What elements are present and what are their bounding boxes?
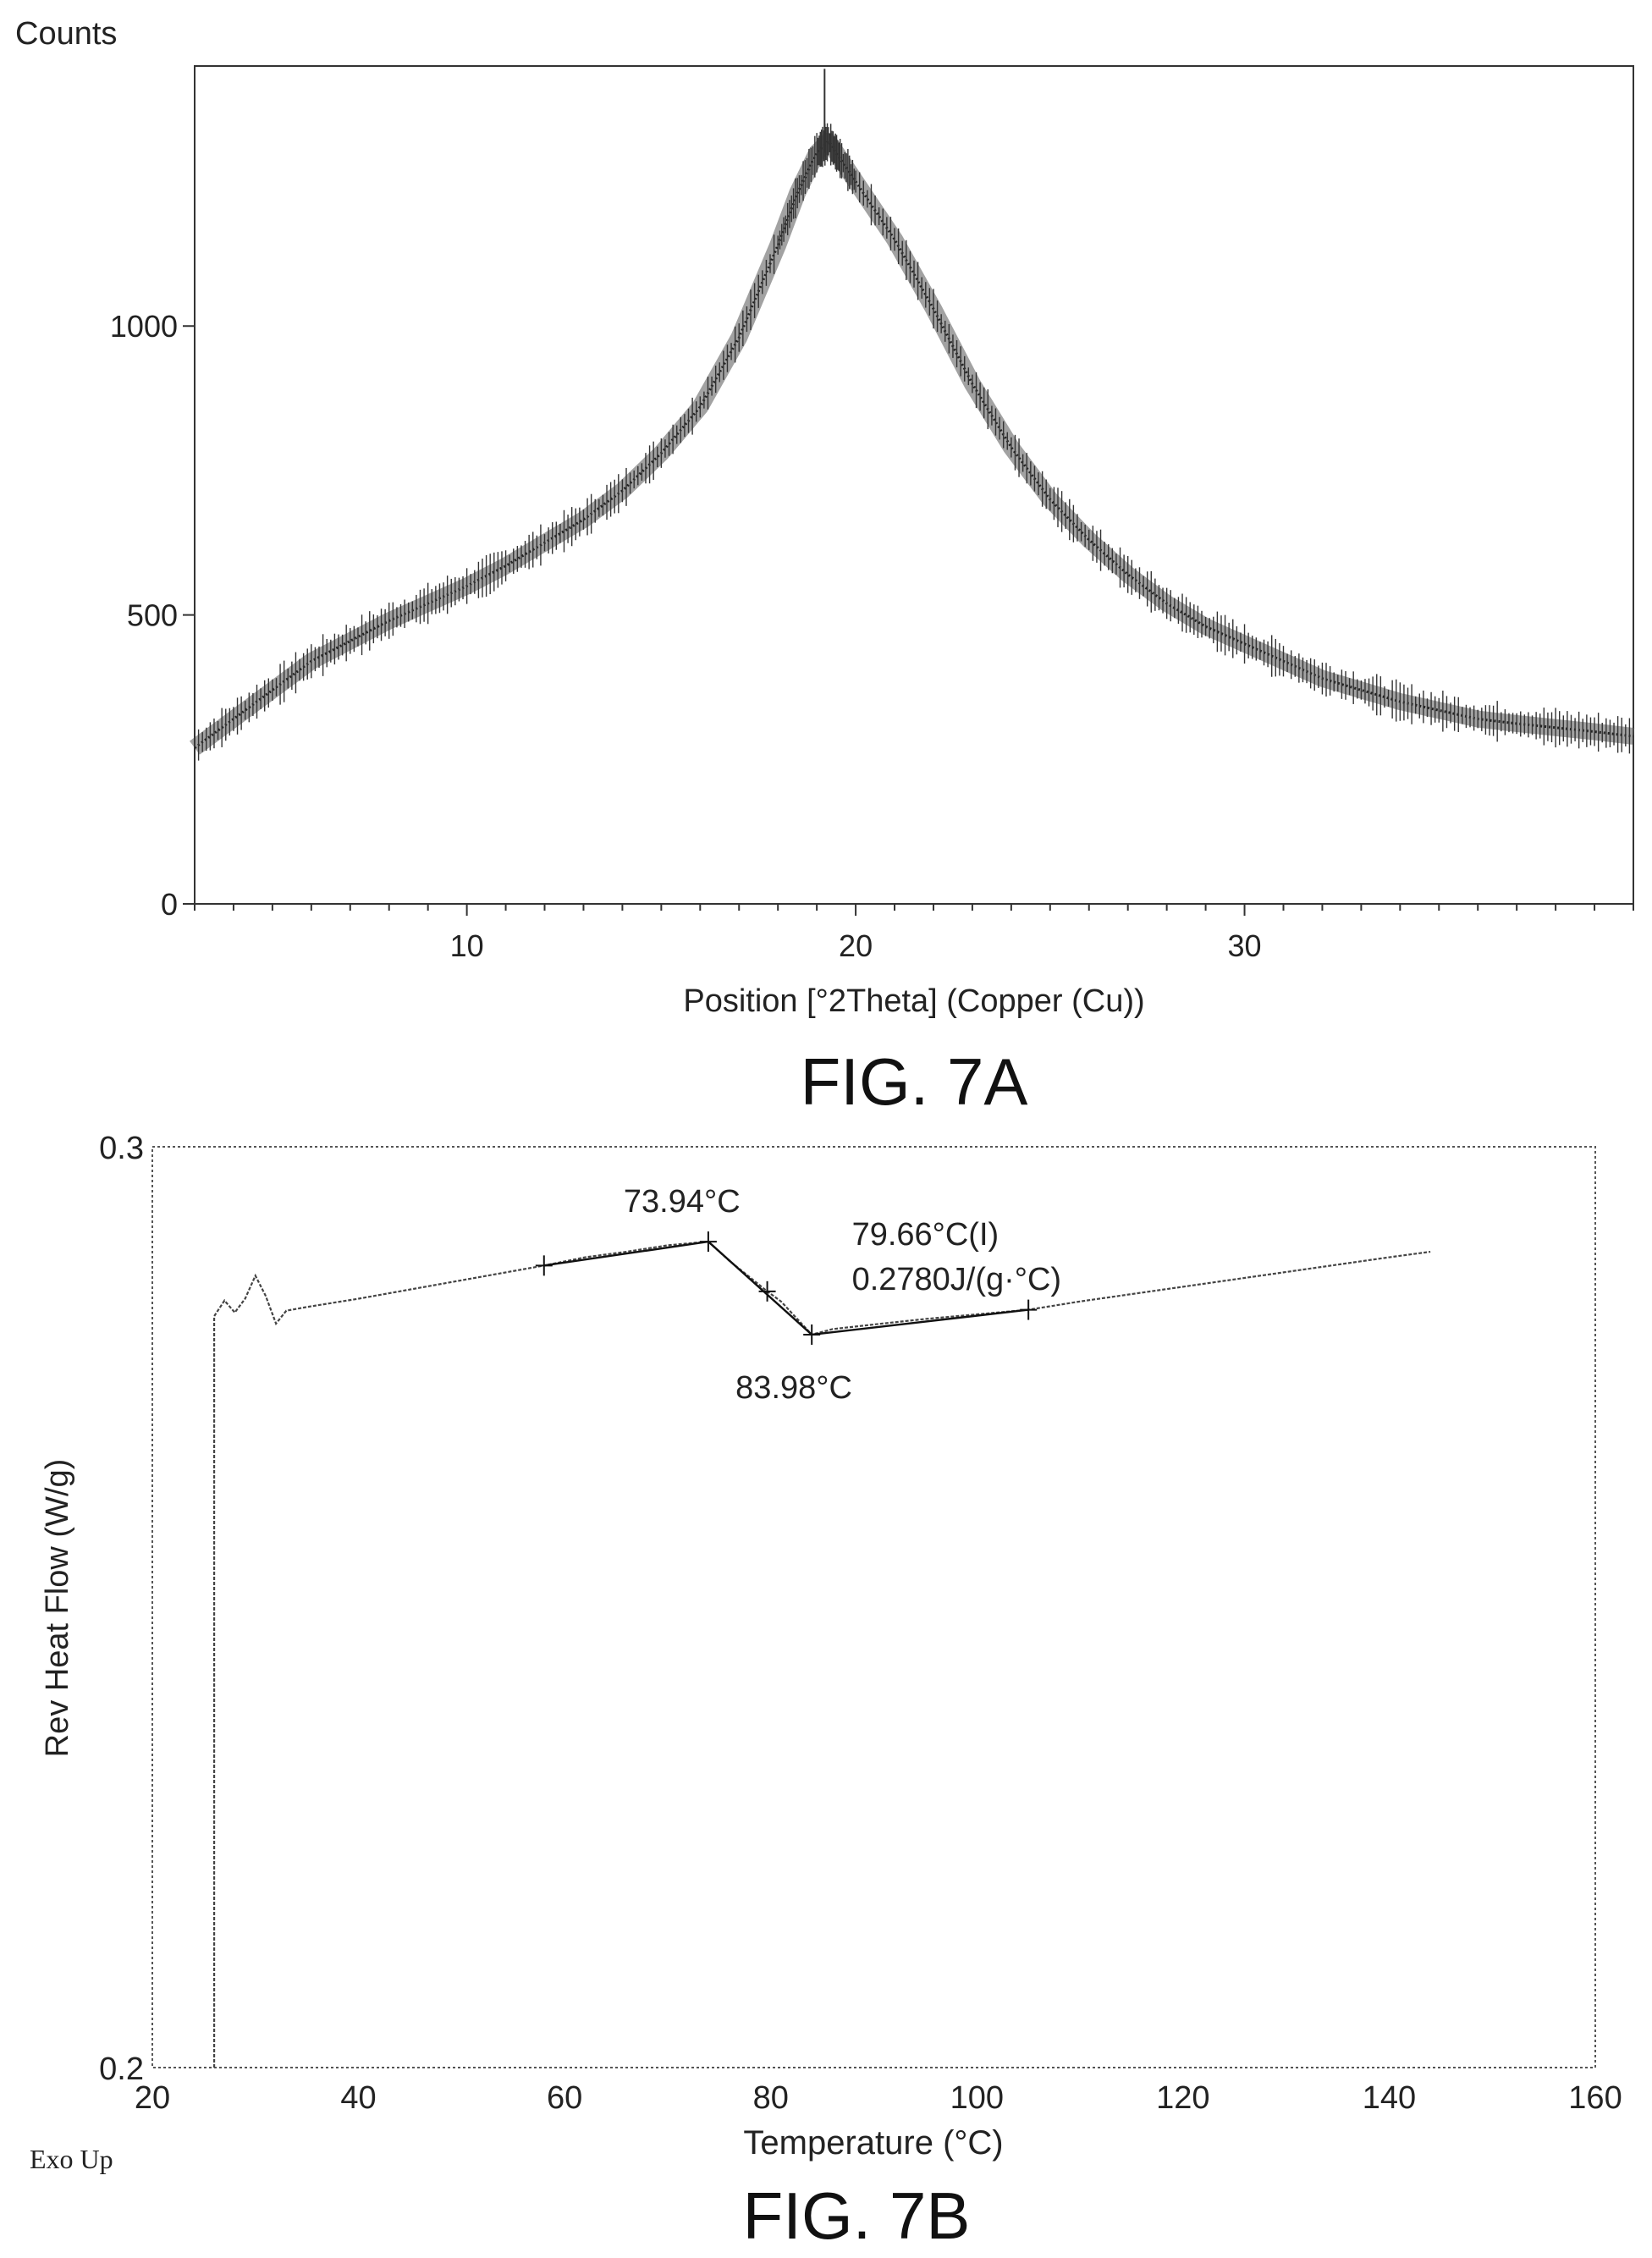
- x-tick-label: 140: [1363, 2080, 1416, 2116]
- x-ticks: 20 40 60 80 100 120 140 160: [135, 2080, 1622, 2116]
- y-axis-label: Counts: [15, 16, 117, 52]
- annotation-label: 73.94°C: [624, 1184, 741, 1220]
- x-tick-label: 10: [450, 928, 484, 963]
- chart-7b: 0.2 0.3 20 40 60 80 100 120 140 160 Rev Heat Flo…: [30, 1131, 1622, 2253]
- y-tick-label: 1000: [110, 309, 178, 344]
- tangent-line: [812, 1308, 1029, 1336]
- chart-7a: Counts 0 500 1000 10 20 30 Position [°2Theta…: [15, 16, 1635, 1119]
- y-ticks: 0 500 1000: [110, 309, 195, 922]
- annotation-label: 0.2780J/(g·°C): [852, 1262, 1062, 1297]
- y-axis-label: Rev Heat Flow (W/g): [40, 1459, 75, 1758]
- annotation-label: 83.98°C: [735, 1370, 852, 1406]
- y-tick-label: 500: [127, 598, 178, 633]
- y-tick-label: 0.3: [99, 1131, 144, 1166]
- plot-frame: [151, 1146, 1596, 2068]
- tangent-line: [543, 1240, 709, 1267]
- figure-caption: FIG. 7B: [743, 2178, 971, 2253]
- series-group: [212, 1231, 1431, 2068]
- x-tick-label: 30: [1228, 928, 1262, 963]
- series-line: [194, 139, 1634, 749]
- y-tick-label: 0: [161, 887, 178, 922]
- annotation-label: 79.66°C(I): [852, 1217, 999, 1253]
- series-band: [190, 132, 1635, 755]
- x-tick-label: 60: [547, 2080, 582, 2116]
- y-ticks: 0.2 0.3: [99, 1131, 144, 2087]
- plot-frame: [194, 65, 1634, 905]
- x-tick-label: 120: [1156, 2080, 1209, 2116]
- series-group: [190, 69, 1635, 763]
- figure-caption: FIG. 7A: [801, 1044, 1028, 1119]
- y-tick-label: 0.2: [99, 2051, 144, 2087]
- x-tick-label: 40: [340, 2080, 376, 2116]
- x-axis-label: Temperature (°C): [743, 2124, 1003, 2162]
- x-tick-label: 20: [135, 2080, 170, 2116]
- tangent-line: [708, 1241, 812, 1336]
- x-tick-label: 80: [753, 2080, 789, 2116]
- annotations: 73.94°C 79.66°C(I) 0.2780J/(g·°C) 83.98°C: [624, 1184, 1061, 1406]
- x-axis-label: Position [°2Theta] (Copper (Cu)): [683, 983, 1144, 1019]
- x-tick-label: 100: [950, 2080, 1004, 2116]
- x-ticks: 10 20 30: [194, 904, 1634, 963]
- exo-up-note: Exo Up: [30, 2144, 113, 2174]
- x-tick-label: 160: [1568, 2080, 1622, 2116]
- x-tick-label: 20: [839, 928, 873, 963]
- series-line: [212, 1240, 1431, 2068]
